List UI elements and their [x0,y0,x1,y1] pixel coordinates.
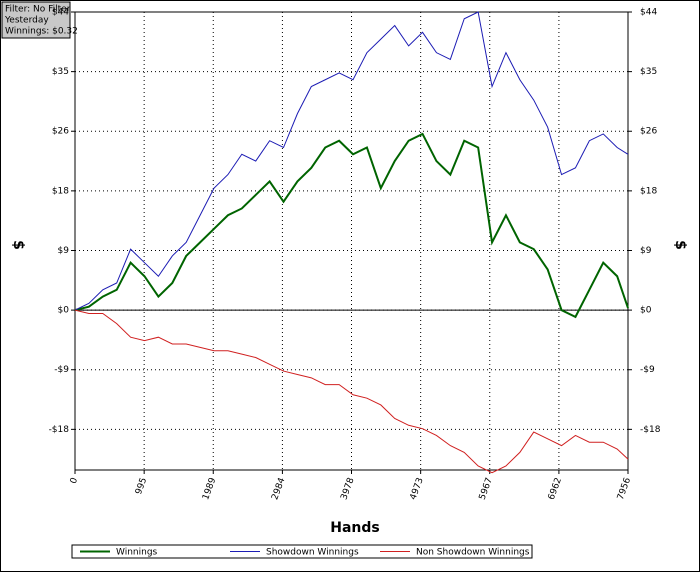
y2-tick-label: -$18 [640,425,661,435]
y2-tick-label: $44 [640,8,657,18]
y-tick-label: $18 [52,186,69,196]
filter-box [1,1,71,39]
filter-text: Filter: No Filter [5,5,71,15]
legend-label: Non Showdown Winnings [416,548,530,558]
legend [71,544,533,559]
x-tick-label: 0 [69,476,80,485]
y-tick-label: $44 [52,8,69,18]
y2-tick-label: $26 [640,127,657,137]
y-tick-label: $26 [52,127,69,137]
series-line [74,132,629,319]
y-tick-label: $35 [52,67,69,77]
series-line [74,11,629,311]
series-line [74,309,629,474]
y-tick-label: $0 [58,306,70,316]
legend-label: Showdown Winnings [266,548,359,558]
y2-tick-label: -$9 [640,365,655,375]
y-tick-label: -$9 [54,365,69,375]
filter-text: Winnings: $0.32 [5,27,78,37]
y-axis-label: $ [10,240,26,250]
y2-axis-label: $ [672,240,688,250]
y-tick-label: -$18 [49,425,70,435]
legend-label: Winnings [116,548,158,558]
plot-border [74,11,629,471]
y2-tick-label: $0 [640,306,652,316]
y2-tick-label: $9 [640,246,652,256]
y2-tick-label: $35 [640,67,657,77]
y-tick-label: $9 [58,246,70,256]
filter-text: Yesterday [4,16,49,26]
x-axis-label: Hands [330,520,380,536]
y2-tick-label: $18 [640,186,657,196]
